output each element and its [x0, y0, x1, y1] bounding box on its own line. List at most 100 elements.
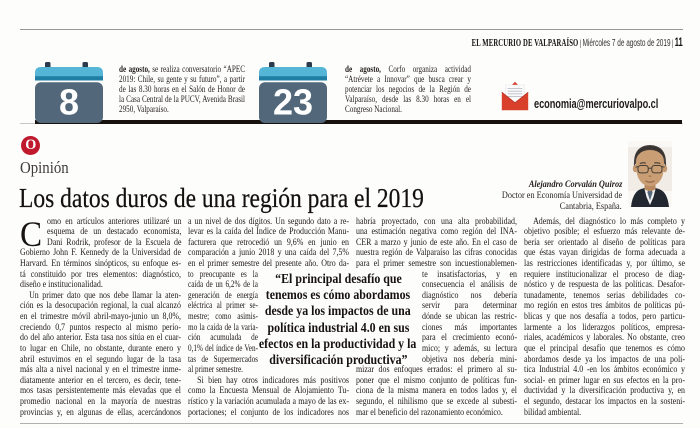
body-text-line: esquema de un destacado economista, — [46, 226, 181, 238]
body-text-line: requiere institucionalizar el proceso de… — [524, 268, 685, 280]
calendar-icon-day8: 8 — [35, 62, 103, 123]
body-text-line: diagnóstico nos debería — [422, 289, 517, 301]
body-text-line: Harvard. En términos sinópticos, su enfo… — [20, 258, 181, 270]
body-text-line: levar es la caída del Índice de Producci… — [188, 226, 349, 238]
body-text-line: Dani Rodrik, profesor de la Escuela de — [46, 236, 181, 248]
body-text-line: bilidad ambiental. — [524, 406, 582, 418]
agenda-text-line: Valparaíso, desde las 8.30 horas en el — [345, 94, 471, 105]
body-text-line: nuestra región de Valparaíso las cifras … — [356, 247, 517, 259]
pull-quote: “El principal desafío que tenemos es cómo… — [243, 270, 433, 368]
body-text-line: to preocupante es la — [188, 268, 258, 280]
pull-quote-line: “El principal desafío que — [274, 271, 402, 287]
article-bottom-rule — [20, 423, 683, 425]
body-text-line: mo la caída de la varia- — [188, 321, 258, 333]
body-text-line: abordamos desde ya los impactos de una p… — [524, 353, 685, 365]
drop-cap: C — [19, 213, 42, 254]
article-column-3: habría proyectado, con una alta probabil… — [356, 216, 517, 419]
body-text-line: una estimación negativa como región del … — [356, 226, 517, 238]
agenda-text-line: Congreso Nacional. — [345, 104, 402, 115]
body-text-line: social- en primer lugar en sus efectos e… — [524, 374, 685, 386]
author-title-line1: Doctor en Economía Universidad de — [501, 189, 622, 201]
author-name: Alejandro Corvalán Quiroz — [528, 178, 622, 190]
body-text-line: eléctrica al primer se- — [188, 300, 258, 312]
article-column-4: Además, del diagnóstico lo más completo … — [524, 215, 685, 419]
email-address: economia@mercuriovalpo.cl — [534, 96, 659, 112]
body-text-line: como la Encuesta Mensual de Alojamiento … — [188, 385, 349, 397]
agenda-text-line: 2019: Chile, su gente y su futuro”, a pa… — [119, 74, 245, 85]
body-text-line: las restricciones identificadas y, por ú… — [524, 258, 685, 270]
body-text-line: para el crecimiento econó- — [422, 332, 517, 344]
body-text-line: que éstas vayan dirigidas de forma adecu… — [524, 247, 685, 259]
body-text-line: portaciones; el conjunto de los indicado… — [188, 406, 349, 418]
article-column-2: a un nivel de dos dígitos. Un segundo da… — [188, 215, 349, 419]
body-text-line: tica Industrial 4.0 -en los ámbitos econ… — [524, 364, 685, 376]
article-headline: Los datos duros de una región para el 20… — [19, 183, 424, 213]
body-text-line: blicas y que nos desafía a todos, pero p… — [524, 311, 685, 323]
agenda-text-line: potenciar los negocios de la Región de — [345, 84, 471, 95]
author-title-line2: Cantabria, España. — [560, 200, 622, 212]
body-text-line: creciendo 0,7 puntos respecto al mismo p… — [20, 321, 181, 333]
body-text-line: ciones más importantes — [422, 321, 517, 333]
body-text-line: mizar dos enfoques errados: el primero a… — [356, 364, 517, 376]
email-envelope-icon — [501, 81, 529, 111]
body-text-line: que el principal desafío que tenemos es … — [524, 342, 685, 354]
body-text-line: mico; y además, su lectura — [422, 342, 517, 354]
body-text-line: mos tasas persistentemente más elevadas … — [20, 385, 181, 397]
body-text-line: mestre; como asimis- — [188, 311, 258, 323]
body-text-line: objetivo posible; el esfuerzo más releva… — [524, 226, 685, 238]
body-text-line: larmente a los liderazgos políticos, emp… — [524, 321, 685, 333]
body-text-line: diseño e institucionalidad. — [20, 279, 103, 291]
agenda-event-1: de agosto, se realiza conversatorio “APE… — [119, 65, 245, 115]
pull-quote-line: tenemos es cómo abordamos — [265, 288, 411, 304]
body-text-line: Si bien hay otros indicadores más positi… — [197, 374, 349, 386]
body-text-line: ciona de la misma manera en todos lados … — [356, 385, 517, 397]
body-text-line: comparación a junio 2018 y una caída del… — [188, 247, 349, 259]
body-text-line: dónde se ubican las restric- — [422, 311, 517, 323]
body-text-line: a un nivel de dos dígitos. Un segundo da… — [188, 215, 349, 227]
body-text-line: nóstico y de respuesta de las políticas.… — [524, 279, 685, 291]
agenda-bottom-bar — [35, 119, 682, 124]
masthead-top-rule — [20, 29, 683, 30]
body-text-line: ductividad y la diversificación producti… — [524, 385, 685, 397]
body-text-line: servir para determinar — [422, 300, 517, 312]
body-text-line: 0,1% del índice de Ven- — [188, 342, 258, 354]
body-text-line: omo en artículos anteriores utilizaré un — [46, 215, 181, 227]
body-text-line: en el trimestre móvil abril-mayo-junio u… — [20, 311, 181, 323]
body-text-line: CER a marzo y junio de este año. En el c… — [356, 236, 517, 248]
body-text-line: poner que el mismo conjunto de políticas… — [356, 374, 517, 386]
body-text-line: Gobierno John F. Kennedy de la Universid… — [20, 247, 181, 259]
opinion-badge-icon: O — [21, 135, 40, 155]
author-block: Alejandro Corvalán Quiroz Doctor en Econ… — [479, 179, 622, 212]
body-text-line: Un primer dato que nos debe llamar la at… — [29, 289, 181, 301]
body-text-line: en el primer semestre del presente año. … — [188, 258, 349, 270]
agenda-text-line: de las 8.30 horas en el Salón de Honor d… — [119, 84, 245, 95]
body-text-line: mo región en estos tres ámbitos de polít… — [524, 300, 685, 312]
body-text-line: rístico y la variación acumulada a mayo … — [188, 395, 349, 407]
newspaper-title: EL MERCURIO DE VALPARAÍSO — [471, 37, 579, 49]
masthead-separator2: | — [672, 37, 674, 49]
body-text-line: tas de Supermercados — [188, 353, 258, 365]
body-text-line: segundo, el nihilismo que se excede al s… — [356, 395, 517, 407]
pull-quote-line: desde ya los impactos de una — [265, 304, 411, 320]
body-text-line: al primer semestre. — [188, 364, 243, 376]
body-text-line: más alta a nivel nacional y en el trimes… — [20, 364, 181, 376]
calendar-day-number: 23 — [273, 82, 313, 123]
body-text-line: generación de energía — [188, 289, 258, 301]
author-photo — [628, 141, 672, 207]
body-text-line: to lugar en Chile, no obstante, durante … — [20, 342, 181, 354]
agenda-text-line: 2950, Valparaíso. — [119, 104, 169, 115]
body-text-line: Además, del diagnóstico lo más completo … — [533, 215, 685, 227]
body-text-line: facturera que retrocedió un 9,6% en juni… — [188, 236, 349, 248]
masthead-separator: | — [579, 37, 582, 49]
body-text-line: tá constituido por tres elementos: diagn… — [20, 268, 181, 280]
body-text-line: riales, académicos y laborales. No obsta… — [524, 332, 685, 344]
calendar-day-number: 8 — [59, 82, 79, 123]
body-text-line: te insatisfactorias, y en — [422, 268, 517, 280]
agenda-text-line: de agosto, Corfo organiza actividad — [345, 64, 471, 75]
body-text-line: tunadamente, tenemos serias debilidades … — [524, 289, 685, 301]
body-text-line: promedio nacional en la mayoría de nuest… — [20, 395, 181, 407]
page-number: 11 — [675, 36, 683, 49]
body-text-line: diatamente anterior en el tercero, es de… — [20, 374, 181, 386]
body-text-line: provincias y, en algunas de ellas, acerc… — [20, 406, 181, 418]
